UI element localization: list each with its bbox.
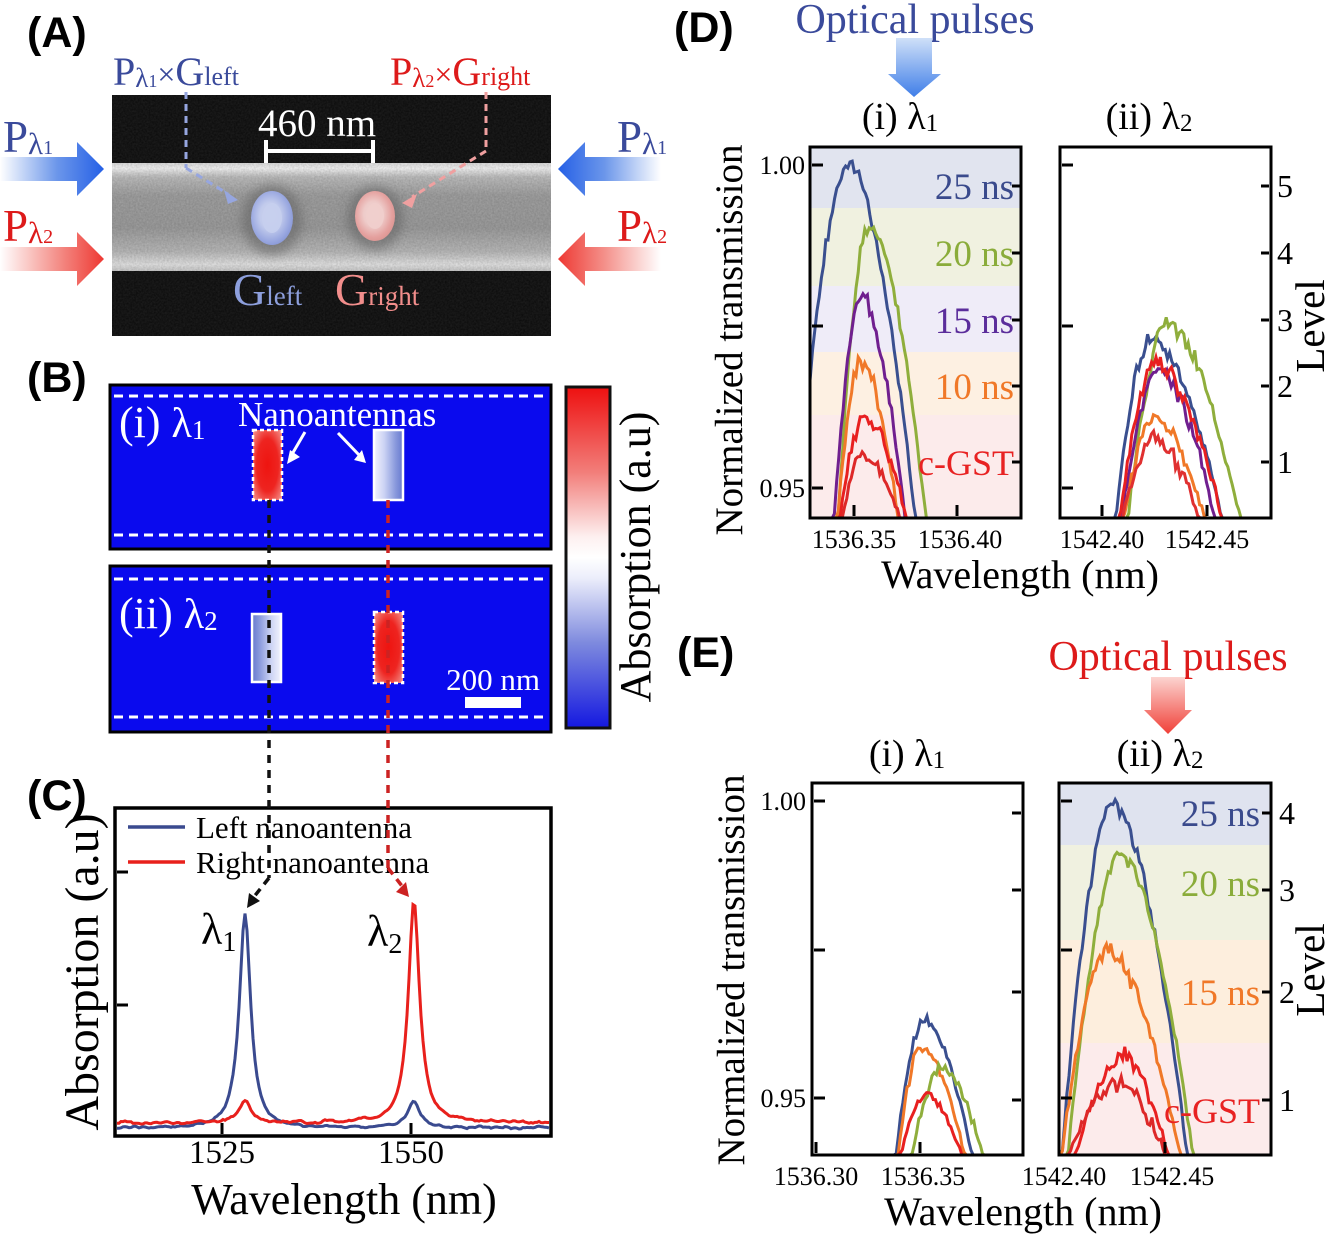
svg-text:15 ns: 15 ns	[1181, 973, 1260, 1014]
svg-text:1542.40: 1542.40	[1060, 525, 1145, 554]
svg-text:1525: 1525	[189, 1135, 255, 1171]
svg-text:1536.35: 1536.35	[812, 525, 897, 554]
svg-text:c-GST: c-GST	[1164, 1091, 1260, 1131]
svg-text:Optical pulses: Optical pulses	[1048, 634, 1287, 680]
svg-text:Right nanoantenna: Right nanoantenna	[196, 845, 430, 880]
svg-text:1542.45: 1542.45	[1130, 1162, 1215, 1191]
svg-text:Wavelength (nm): Wavelength (nm)	[884, 1189, 1162, 1234]
svg-text:(D): (D)	[674, 4, 734, 52]
svg-text:1542.40: 1542.40	[1022, 1162, 1107, 1191]
svg-text:1: 1	[1279, 1082, 1295, 1118]
svg-text:Absorption (a.u): Absorption (a.u)	[611, 412, 660, 703]
svg-text:1550: 1550	[378, 1135, 444, 1171]
svg-text:Level: Level	[1287, 279, 1328, 372]
svg-text:Left nanoantenna: Left nanoantenna	[196, 810, 412, 845]
svg-text:(E): (E)	[677, 629, 734, 677]
svg-text:(B): (B)	[27, 354, 87, 402]
svg-text:1542.45: 1542.45	[1165, 525, 1250, 554]
svg-text:200 nm: 200 nm	[446, 662, 540, 697]
svg-text:4: 4	[1279, 795, 1295, 831]
svg-text:15 ns: 15 ns	[935, 301, 1014, 342]
svg-text:460 nm: 460 nm	[258, 102, 376, 145]
svg-text:(C): (C)	[27, 772, 87, 820]
svg-text:(A): (A)	[27, 9, 87, 57]
svg-text:4: 4	[1277, 235, 1293, 271]
svg-text:1536.30: 1536.30	[774, 1162, 859, 1191]
svg-text:Optical pulses: Optical pulses	[795, 0, 1034, 43]
svg-text:Absorption (a.u): Absorption (a.u)	[56, 813, 109, 1130]
svg-text:25 ns: 25 ns	[935, 167, 1014, 208]
svg-text:1536.35: 1536.35	[881, 1162, 966, 1191]
svg-text:(i) λ1: (i) λ1	[869, 733, 945, 775]
svg-text:1.00: 1.00	[761, 787, 807, 816]
svg-text:3: 3	[1277, 302, 1293, 338]
svg-text:1: 1	[1277, 444, 1293, 480]
svg-text:(ii) λ2: (ii) λ2	[1106, 96, 1193, 138]
svg-text:(i) λ1: (i) λ1	[119, 398, 205, 447]
svg-text:c-GST: c-GST	[918, 443, 1014, 483]
svg-text:0.95: 0.95	[761, 1084, 807, 1113]
svg-text:Level: Level	[1287, 923, 1328, 1016]
svg-text:(i) λ1: (i) λ1	[862, 96, 938, 138]
svg-text:1536.40: 1536.40	[918, 525, 1003, 554]
svg-text:2: 2	[1279, 974, 1295, 1010]
svg-text:Normalized transmission: Normalized transmission	[708, 144, 751, 535]
svg-text:3: 3	[1279, 872, 1295, 908]
svg-text:Nanoantennas: Nanoantennas	[238, 395, 436, 434]
svg-text:1.00: 1.00	[760, 151, 806, 180]
svg-text:(ii) λ2: (ii) λ2	[1117, 733, 1204, 775]
svg-text:20 ns: 20 ns	[935, 234, 1014, 275]
svg-text:Normalized transmission: Normalized transmission	[710, 774, 753, 1165]
svg-text:5: 5	[1277, 168, 1293, 204]
svg-text:Wavelength (nm): Wavelength (nm)	[191, 1175, 497, 1224]
svg-text:2: 2	[1277, 368, 1293, 404]
svg-text:10 ns: 10 ns	[935, 367, 1014, 408]
svg-text:0.95: 0.95	[760, 474, 806, 503]
svg-text:25 ns: 25 ns	[1181, 794, 1260, 835]
svg-text:20 ns: 20 ns	[1181, 864, 1260, 905]
svg-text:(ii) λ2: (ii) λ2	[119, 589, 218, 638]
svg-text:Wavelength (nm): Wavelength (nm)	[881, 552, 1159, 597]
